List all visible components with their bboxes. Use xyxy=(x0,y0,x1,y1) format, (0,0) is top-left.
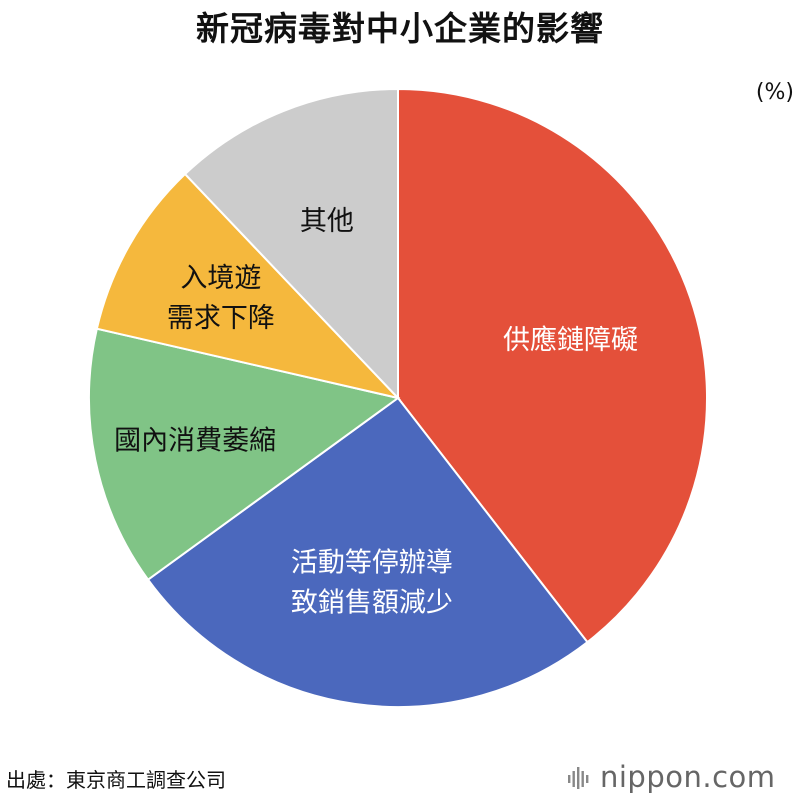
pie-label-3: 入境遊需求下降 xyxy=(167,263,275,334)
pie-slice-1 xyxy=(146,396,589,709)
pie-slice-0 xyxy=(397,87,708,644)
sound-bars-icon xyxy=(568,767,589,789)
chart-title: 新冠病毒對中小企業的影響 xyxy=(196,9,604,48)
pie-slice-2 xyxy=(87,327,401,582)
source-note: 出處：東京商工調查公司 xyxy=(6,768,226,792)
pie-slices xyxy=(87,87,708,709)
pie-slice-3 xyxy=(95,172,402,400)
pie-label-1: 活動等停辦導致銷售額減少 xyxy=(291,548,453,619)
pie-slice-4 xyxy=(183,87,399,401)
pie-label-line: 致銷售額減少 xyxy=(291,588,453,619)
brand-name: nippon.com xyxy=(600,760,776,794)
pie-label-0: 供應鏈障礙 xyxy=(503,325,638,356)
pie-label-line: 供應鏈障礙 xyxy=(503,325,638,356)
pie-label-line: 入境遊 xyxy=(180,263,261,294)
pie-label-line: 活動等停辦導 xyxy=(291,548,453,579)
brand-logo: nippon.com xyxy=(568,757,776,797)
pie-label-line: 其他 xyxy=(300,206,354,237)
pie-label-4: 其他 xyxy=(300,206,354,237)
unit-label: (%) xyxy=(755,80,794,105)
pie-label-2: 國內消費萎縮 xyxy=(114,425,276,456)
pie-label-line: 需求下降 xyxy=(167,303,275,334)
pie-label-line: 國內消費萎縮 xyxy=(114,425,276,456)
